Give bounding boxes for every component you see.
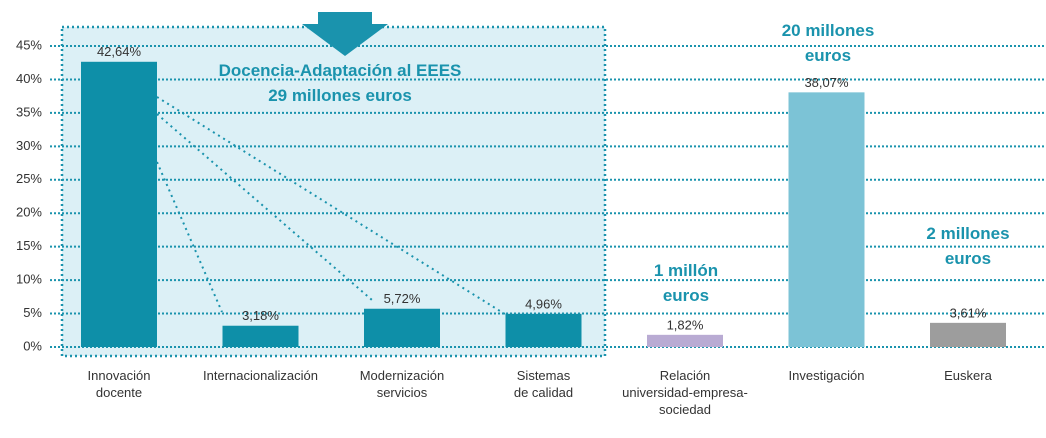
- value-label: 3,18%: [242, 308, 279, 323]
- annotation: Docencia-Adaptación al EEES 29 millones …: [218, 61, 462, 105]
- value-label: 3,61%: [950, 305, 987, 320]
- bar: [930, 322, 1006, 347]
- y-tick-label: 20%: [16, 205, 42, 220]
- bar: [222, 325, 299, 347]
- bar: [364, 308, 440, 347]
- value-label: 5,72%: [384, 291, 421, 306]
- y-tick-label: 30%: [16, 138, 42, 153]
- y-tick-label: 40%: [16, 71, 42, 86]
- arrow: [302, 12, 388, 56]
- annotation: 2 millones euros: [926, 224, 1010, 268]
- y-tick-label: 0%: [23, 338, 42, 353]
- y-tick-label: 10%: [16, 272, 42, 287]
- x-tick-label: Investigación: [788, 368, 865, 383]
- x-tick-label: Innovación docente: [87, 368, 151, 400]
- bar: [647, 334, 723, 347]
- value-label: 42,64%: [97, 44, 142, 59]
- annotation: 1 millón euros: [653, 261, 719, 305]
- bar: [788, 92, 865, 347]
- x-tick-label: Modernización servicios: [359, 368, 445, 400]
- value-label: 38,07%: [804, 75, 849, 90]
- x-tick-label: Sistemas de calidad: [513, 368, 574, 400]
- value-label: 4,96%: [525, 296, 562, 311]
- x-tick-label: Euskera: [944, 368, 992, 383]
- y-tick-label: 15%: [16, 238, 42, 253]
- y-tick-label: 35%: [16, 104, 42, 119]
- bar: [81, 61, 157, 348]
- value-label: 1,82%: [667, 317, 704, 332]
- y-tick-label: 25%: [16, 171, 42, 186]
- annotation: 20 millones euros: [781, 21, 875, 65]
- x-tick-label: Relación universidad-empresa- sociedad: [622, 368, 748, 417]
- bars: [81, 61, 1006, 348]
- y-tick-label: 45%: [16, 37, 42, 52]
- bar: [505, 313, 582, 347]
- x-tick-label: Internacionalización: [203, 368, 318, 383]
- y-tick-label: 5%: [23, 305, 42, 320]
